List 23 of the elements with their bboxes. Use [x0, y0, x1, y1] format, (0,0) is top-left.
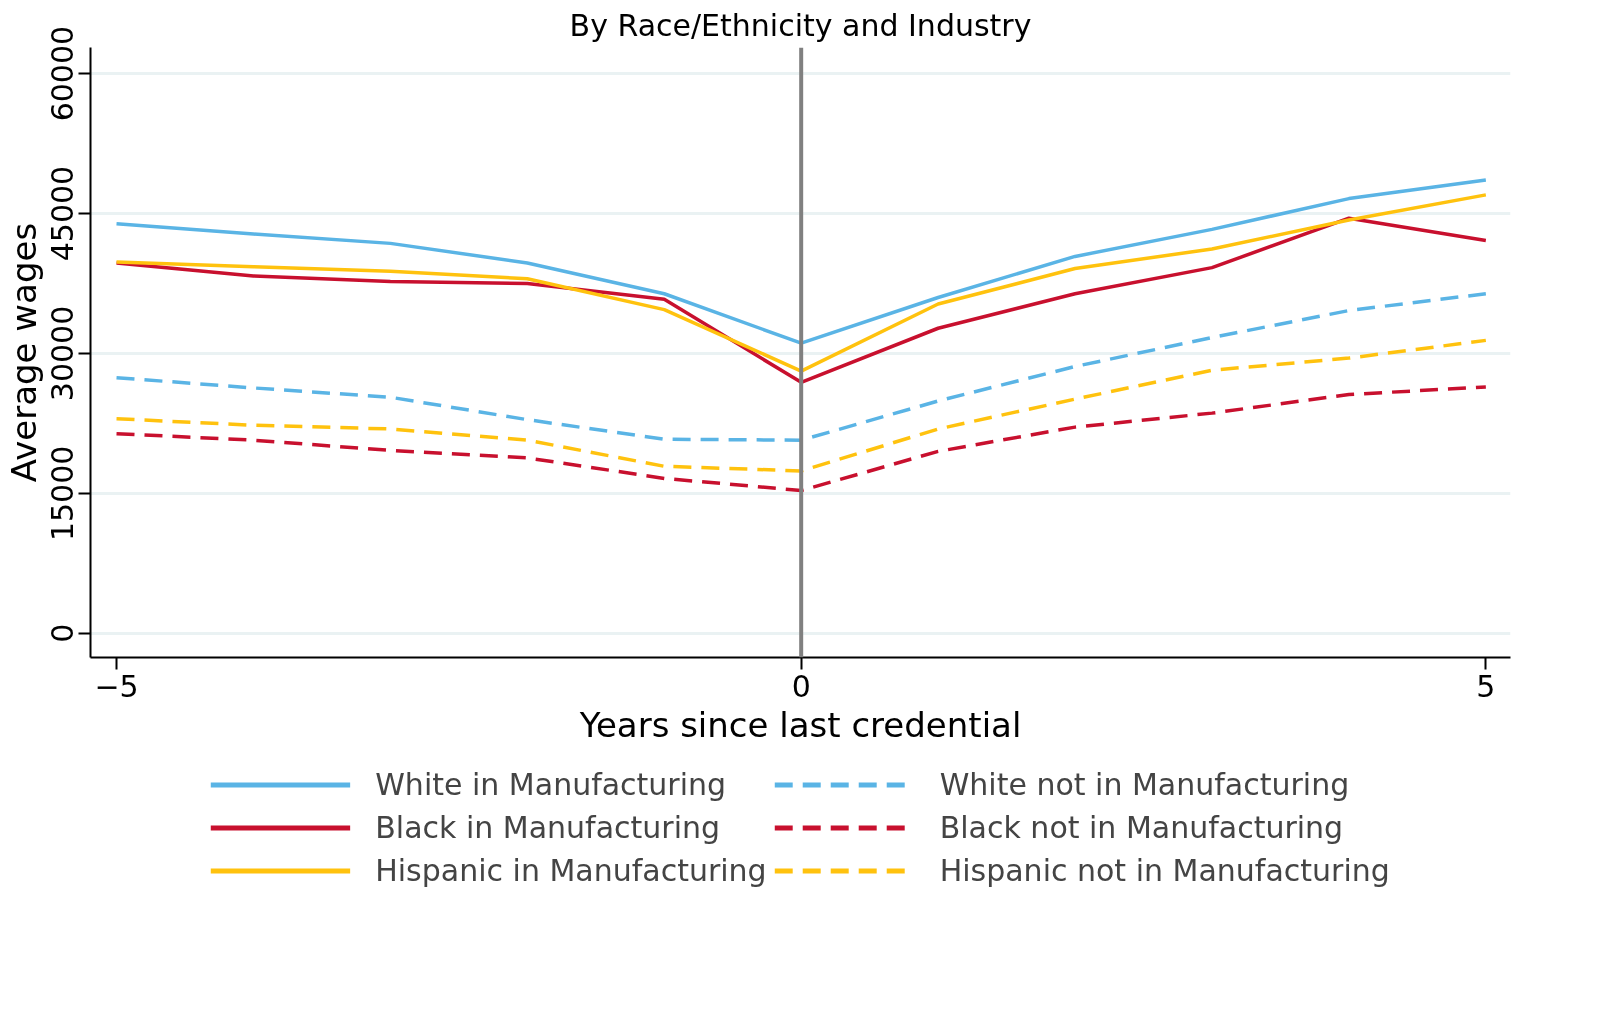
line-series	[114, 216, 1488, 385]
x-tick-label: −5	[94, 668, 139, 704]
y-tick-label: 60000	[45, 25, 81, 122]
legend-label: Black not in Manufacturing	[939, 809, 1344, 845]
legend-label: Hispanic in Manufacturing	[375, 852, 767, 888]
chart-title: By Race/Ethnicity and Industry	[569, 7, 1032, 43]
line-series	[114, 338, 1488, 473]
x-axis-title: Years since last credential	[578, 704, 1022, 745]
x-tick-label: 5	[1476, 668, 1496, 704]
y-tick-label: 0	[45, 623, 81, 643]
line-series	[114, 193, 1488, 373]
legend-label: Hispanic not in Manufacturing	[939, 852, 1390, 888]
line-series	[114, 385, 1488, 493]
legend-label: White not in Manufacturing	[939, 766, 1350, 802]
y-tick-label: 15000	[45, 445, 81, 542]
legend-label: Black in Manufacturing	[375, 809, 721, 845]
x-tick-label: 0	[791, 668, 811, 704]
line-series	[114, 291, 1488, 442]
y-axis-title: Average wages	[3, 222, 44, 483]
y-tick-label: 45000	[45, 165, 81, 262]
legend-label: White in Manufacturing	[375, 766, 727, 802]
y-tick-label: 30000	[45, 305, 81, 402]
line-series	[114, 178, 1488, 345]
